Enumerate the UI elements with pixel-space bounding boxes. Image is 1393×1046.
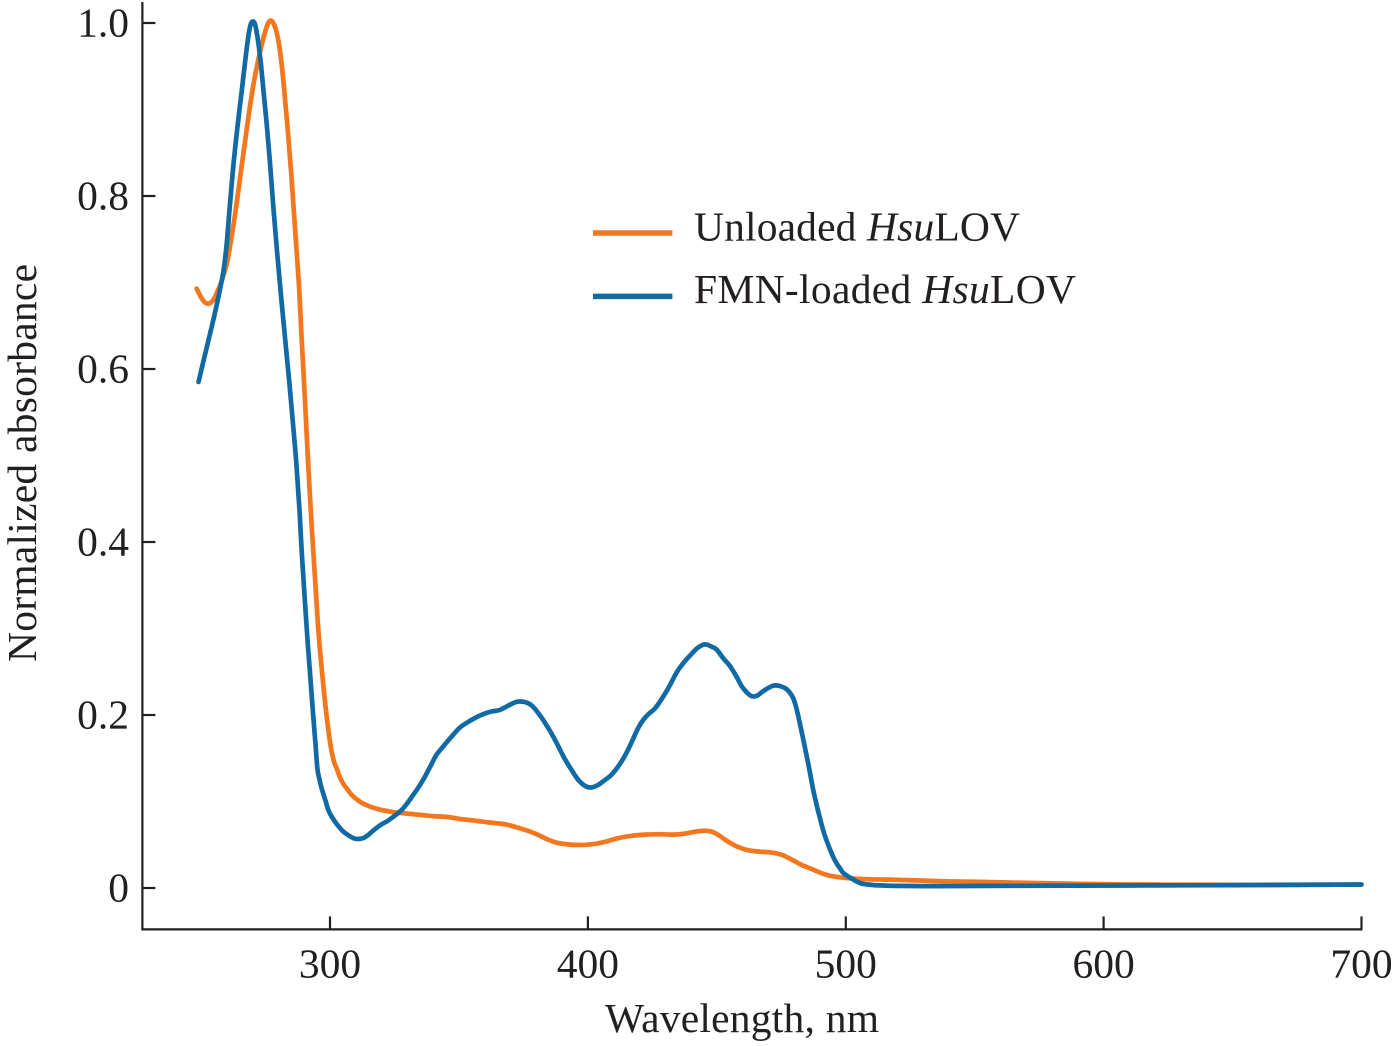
- svg-text:0: 0: [108, 865, 129, 911]
- svg-text:Unloaded HsuLOV: Unloaded HsuLOV: [694, 203, 1020, 249]
- svg-text:0.4: 0.4: [77, 519, 129, 565]
- svg-text:Wavelength, nm: Wavelength, nm: [605, 995, 879, 1041]
- svg-text:300: 300: [299, 941, 361, 987]
- svg-text:Normalized absorbance: Normalized absorbance: [0, 264, 45, 662]
- svg-text:500: 500: [815, 941, 877, 987]
- svg-text:700: 700: [1330, 941, 1392, 987]
- svg-text:600: 600: [1072, 941, 1134, 987]
- svg-text:1.0: 1.0: [77, 0, 129, 46]
- svg-text:0.8: 0.8: [77, 173, 129, 219]
- svg-text:400: 400: [557, 941, 619, 987]
- svg-text:FMN-loaded HsuLOV: FMN-loaded HsuLOV: [694, 266, 1076, 312]
- svg-text:0.2: 0.2: [77, 692, 129, 738]
- svg-text:0.6: 0.6: [77, 346, 129, 392]
